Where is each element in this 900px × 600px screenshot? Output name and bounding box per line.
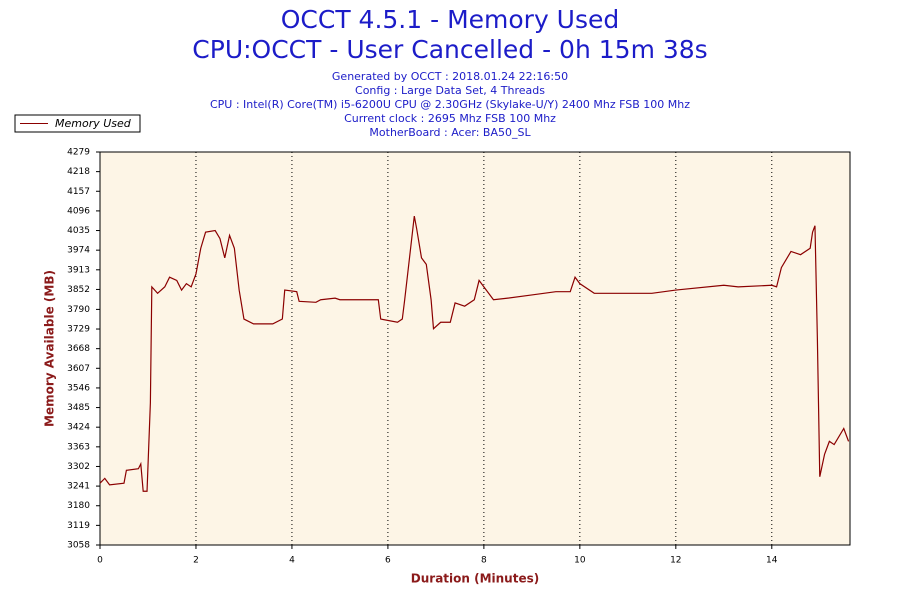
y-tick-label: 4157 bbox=[67, 187, 90, 197]
x-tick-label: 2 bbox=[193, 556, 199, 566]
data-line bbox=[99, 215, 850, 492]
y-tick-label: 3241 bbox=[67, 482, 90, 492]
x-tick-label: 6 bbox=[385, 556, 391, 566]
info-line: CPU : Intel(R) Core(TM) i5-6200U CPU @ 2… bbox=[210, 98, 690, 111]
y-tick-label: 3302 bbox=[67, 462, 90, 472]
info-line: Current clock : 2695 Mhz FSB 100 Mhz bbox=[344, 112, 556, 125]
y-tick-label: 3363 bbox=[67, 442, 90, 452]
y-tick-label: 3729 bbox=[67, 325, 90, 335]
y-tick-label: 3424 bbox=[67, 423, 90, 433]
y-tick-label: 3058 bbox=[67, 541, 90, 551]
y-tick-label: 3546 bbox=[67, 383, 90, 393]
y-tick-label: 3668 bbox=[67, 344, 90, 354]
x-tick-label: 12 bbox=[670, 556, 681, 566]
y-tick-label: 4218 bbox=[67, 167, 90, 177]
y-tick-label: 3913 bbox=[67, 265, 90, 275]
y-tick-label: 3485 bbox=[67, 403, 90, 413]
y-axis-label: Memory Available (MB) bbox=[43, 270, 57, 427]
y-tick-label: 3790 bbox=[67, 305, 90, 315]
info-line: Config : Large Data Set, 4 Threads bbox=[355, 84, 545, 97]
y-tick-label: 4279 bbox=[67, 148, 90, 158]
y-tick-label: 4035 bbox=[67, 226, 90, 236]
chart-title: CPU:OCCT - User Cancelled - 0h 15m 38s bbox=[192, 35, 707, 64]
x-tick-label: 0 bbox=[97, 556, 103, 566]
legend-label: Memory Used bbox=[55, 117, 132, 130]
x-tick-label: 8 bbox=[481, 556, 487, 566]
y-tick-label: 3180 bbox=[67, 501, 90, 511]
x-tick-label: 10 bbox=[574, 556, 586, 566]
y-tick-label: 3852 bbox=[67, 285, 90, 295]
x-axis-label: Duration (Minutes) bbox=[411, 572, 539, 586]
y-tick-label: 3974 bbox=[67, 246, 90, 256]
x-tick-label: 14 bbox=[766, 556, 778, 566]
legend-box bbox=[14, 114, 141, 133]
y-tick-label: 3119 bbox=[67, 521, 90, 531]
plot-area bbox=[99, 151, 851, 546]
info-line: MotherBoard : Acer: BA50_SL bbox=[369, 126, 531, 139]
y-tick-label: 4096 bbox=[67, 206, 90, 216]
chart-title: OCCT 4.5.1 - Memory Used bbox=[281, 5, 620, 34]
y-tick-label: 3607 bbox=[67, 364, 90, 374]
x-tick-label: 4 bbox=[289, 556, 295, 566]
info-line: Generated by OCCT : 2018.01.24 22:16:50 bbox=[332, 70, 568, 83]
